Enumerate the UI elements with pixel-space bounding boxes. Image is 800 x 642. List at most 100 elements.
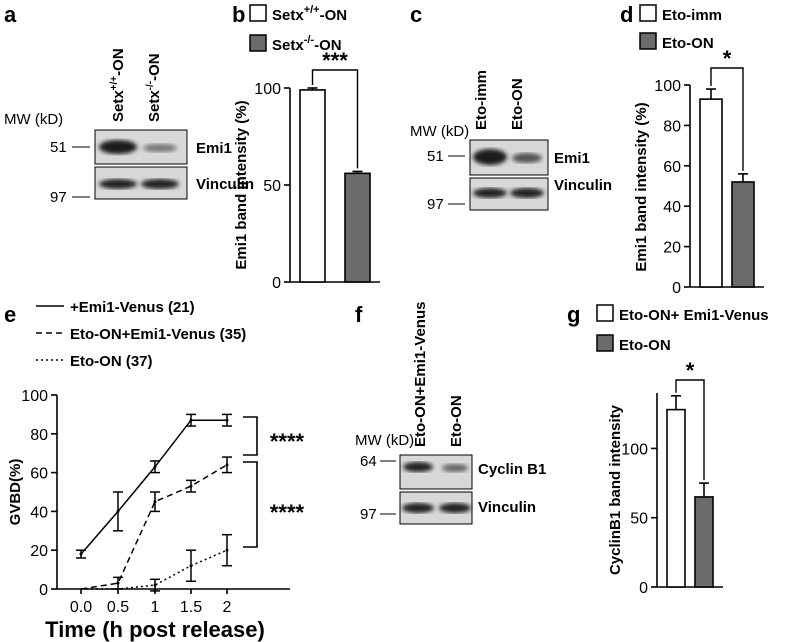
marker-label: 97	[427, 196, 444, 213]
bar	[694, 496, 714, 588]
data-point	[189, 484, 193, 488]
data-point	[225, 548, 229, 552]
panel-c: c Eto-imm Eto-ON MW (kD) 51 97 Emi1 Vinc…	[410, 2, 612, 213]
legend-label: Eto-ON+ Emi1-Venus	[619, 307, 769, 324]
y-axis-label: Emi1 band intensity (%)	[633, 102, 650, 271]
marker-label: 64	[360, 453, 377, 470]
series-line	[80, 464, 228, 590]
panel-f: f Eto-ON+Emi1-Venus Eto-ON MW (kD) 64 97…	[355, 302, 546, 525]
panel-label: b	[232, 2, 245, 27]
bar	[731, 181, 755, 288]
y-tick-label: 0	[272, 275, 281, 292]
blot-label: Vinculin	[478, 499, 536, 516]
band	[510, 188, 544, 198]
y-tick-label: 50	[263, 178, 281, 195]
chart-panel-g: g Eto-ON+ Emi1-Venus Eto-ON 0 50 100CyclinB1 …	[567, 302, 769, 597]
legend-swatch	[249, 4, 267, 22]
lane-label: Eto-ON	[448, 395, 465, 447]
y-tick-label: 20	[30, 543, 48, 560]
y-tick-label: 0	[39, 582, 48, 599]
y-tick-label: 100	[254, 81, 281, 98]
y-tick-label: 50	[630, 511, 648, 528]
data-point	[153, 465, 157, 469]
band	[141, 179, 179, 189]
y-axis-label: GVBD(%)	[7, 459, 24, 526]
panel-label: g	[567, 302, 580, 327]
legend-text-part: Setx	[272, 7, 304, 24]
legend-swatch	[249, 34, 267, 52]
y-tick-label: 60	[30, 466, 48, 483]
lane-label: Eto-ON	[509, 78, 526, 130]
data-point	[79, 552, 83, 556]
band	[473, 188, 507, 198]
legend-label: +Emi1-Venus (21)	[70, 299, 195, 316]
y-tick-label: 100	[21, 388, 48, 405]
band	[439, 503, 471, 513]
legend-text-part: -ON	[314, 37, 342, 54]
bar	[666, 408, 686, 588]
significance-marker: ****	[270, 429, 305, 454]
data-point	[116, 581, 120, 585]
band	[99, 140, 137, 154]
panel-label: c	[410, 2, 422, 27]
band	[143, 144, 177, 152]
lane-label: Eto-ON+Emi1-Venus	[412, 302, 429, 447]
band	[473, 149, 507, 165]
y-tick-label: 100	[654, 78, 681, 95]
mw-label: MW (kD)	[355, 432, 414, 449]
data-point	[189, 564, 193, 568]
series-line	[80, 419, 227, 555]
band	[403, 462, 433, 472]
legend-text-part: -ON	[320, 7, 348, 24]
panel-label: d	[620, 2, 633, 27]
x-tick-label: 0.5	[107, 599, 129, 616]
y-axis-label: CyclinB1 band intensity	[607, 404, 624, 575]
bar	[299, 89, 326, 283]
significance-bracket	[243, 416, 258, 456]
y-tick-label: 60	[663, 159, 681, 176]
significance-marker: *	[686, 358, 695, 383]
marker-label: 97	[50, 189, 67, 206]
y-tick-label: 0	[672, 280, 681, 297]
data-point	[153, 500, 157, 504]
y-tick-label: 0	[639, 580, 648, 597]
data-point	[153, 583, 157, 587]
y-tick-label: 40	[30, 504, 48, 521]
x-axis-label: Time (h post release)	[45, 617, 265, 642]
panel-label: e	[4, 302, 16, 327]
significance-bracket	[311, 69, 359, 169]
panel-label: f	[355, 302, 363, 327]
marker-label: 51	[427, 148, 444, 165]
lane-label: Setx-/--ON	[145, 53, 163, 122]
data-point	[116, 509, 120, 513]
bar	[699, 98, 723, 288]
significance-marker: ****	[270, 500, 305, 525]
legend-swatch	[596, 304, 614, 322]
y-tick-label: 80	[663, 118, 681, 135]
legend-label: Eto-ON	[619, 337, 671, 354]
bar	[344, 172, 371, 283]
x-tick-label: 1	[151, 599, 160, 616]
significance-bracket	[710, 67, 744, 171]
x-tick-label: 0.0	[70, 599, 92, 616]
marker-label: 97	[360, 506, 377, 523]
band	[512, 153, 542, 163]
lane-label: Setx+/+-ON	[109, 48, 127, 122]
blot-label: Vinculin	[554, 177, 612, 194]
legend-label: Setx-/--ON	[272, 34, 342, 54]
panel-a: a Setx+/+-ON Setx-/--ON MW (kD) 51 97 Em…	[4, 2, 254, 206]
significance-bracket	[243, 461, 258, 548]
chart-panel-e: e +Emi1-Venus (21) Eto-ON+Emi1-Venus (35) E…	[4, 299, 305, 642]
y-tick-label: 40	[663, 199, 681, 216]
significance-bracket	[675, 379, 705, 481]
band	[99, 179, 137, 189]
legend-swatch	[639, 32, 657, 50]
blot-label: Cyclin B1	[478, 461, 546, 478]
legend-label: Eto-ON (37)	[70, 353, 153, 370]
legend-text-part: -/-	[304, 34, 315, 46]
significance-marker: *	[723, 46, 732, 71]
blot-label: Vinculin	[196, 176, 254, 193]
